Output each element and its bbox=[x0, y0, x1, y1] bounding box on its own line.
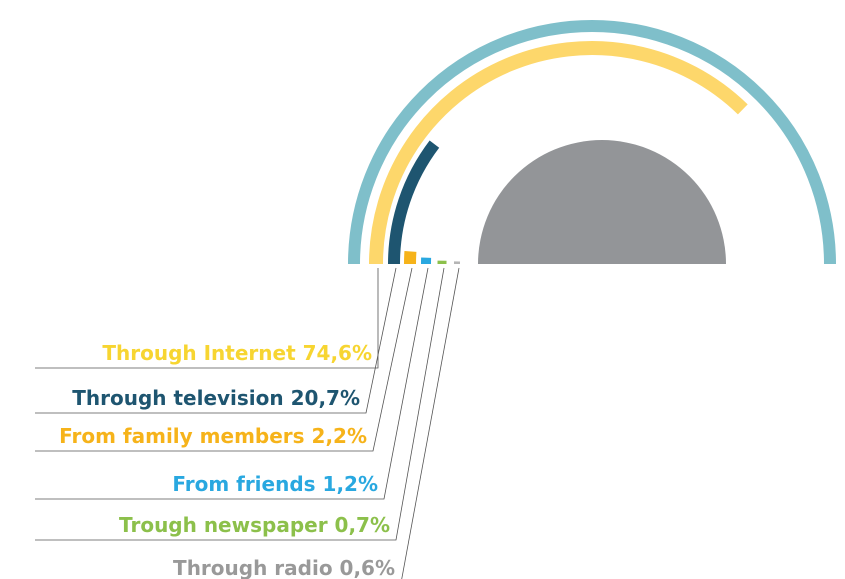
leader-line bbox=[35, 267, 445, 541]
leader-line bbox=[35, 267, 413, 452]
leader-line bbox=[401, 267, 460, 579]
label: From family members 2,2% bbox=[59, 424, 367, 448]
label-name: Through television bbox=[72, 386, 283, 410]
arc-bar bbox=[369, 41, 748, 265]
label: Trough newspaper 0,7% bbox=[119, 513, 390, 537]
label: Through radio 0,6% bbox=[173, 556, 395, 579]
arc-bar bbox=[388, 140, 440, 265]
label-name: Trough newspaper bbox=[119, 513, 328, 537]
label-name: From friends bbox=[172, 472, 315, 496]
label: Through television 20,7% bbox=[72, 386, 360, 410]
label-value: 74,6% bbox=[303, 341, 372, 365]
label-name: Through Internet bbox=[102, 341, 296, 365]
leader-line bbox=[35, 267, 397, 414]
label-value: 0,6% bbox=[340, 556, 395, 579]
label-name: Through radio bbox=[173, 556, 333, 579]
label-name: From family members bbox=[59, 424, 304, 448]
outer-ring bbox=[348, 20, 836, 265]
label-value: 0,7% bbox=[335, 513, 390, 537]
label: Through Internet 74,6% bbox=[102, 341, 372, 365]
label-value: 1,2% bbox=[323, 472, 378, 496]
label-value: 2,2% bbox=[312, 424, 367, 448]
leader-line bbox=[35, 268, 379, 369]
label: From friends 1,2% bbox=[172, 472, 378, 496]
center-disc bbox=[478, 140, 726, 264]
label-value: 20,7% bbox=[291, 386, 360, 410]
leader-line bbox=[35, 267, 429, 500]
